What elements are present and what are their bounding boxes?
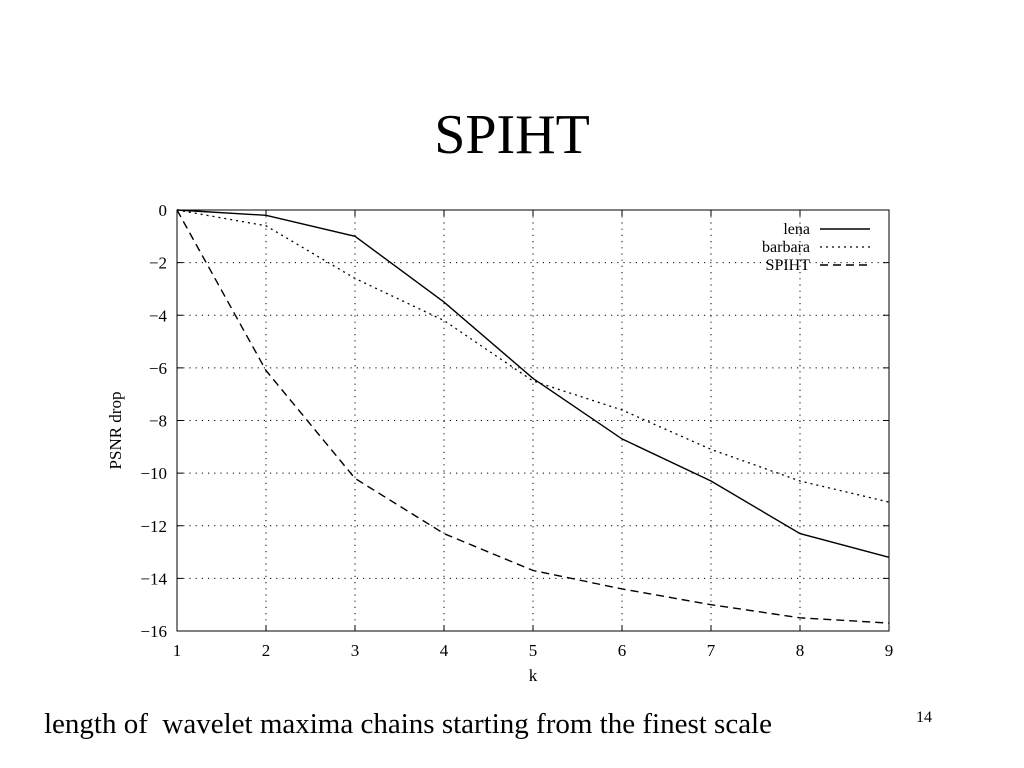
y-axis-ticks: 0 −2 −4 −6 −8 −10 −12 −14 −16 — [140, 201, 889, 641]
legend-label-spiht: SPIHT — [766, 257, 811, 274]
x-tick-label: 3 — [351, 641, 360, 660]
y-tick-label: −12 — [140, 517, 167, 536]
y-tick-label: −6 — [149, 359, 167, 378]
y-tick-label: −14 — [140, 569, 167, 588]
x-tick-label: 4 — [440, 641, 449, 660]
y-tick-label: −8 — [149, 412, 167, 431]
grid-lines — [177, 210, 889, 631]
series-lines — [176, 209, 890, 624]
slide-title: SPIHT — [434, 104, 590, 166]
x-tick-label: 5 — [529, 641, 538, 660]
y-tick-label: −16 — [140, 622, 167, 641]
x-tick-label: 9 — [885, 641, 894, 660]
x-axis-label: k — [529, 666, 538, 685]
x-axis-ticks: 1 2 3 4 5 6 7 8 9 — [173, 210, 894, 660]
y-tick-label: −2 — [149, 254, 167, 273]
y-tick-label: −4 — [149, 306, 168, 325]
x-tick-label: 6 — [618, 641, 627, 660]
y-axis-label: PSNR drop — [106, 392, 125, 470]
legend-label-lena: lena — [783, 221, 810, 238]
slide-caption: length of wavelet maxima chains starting… — [44, 708, 772, 740]
series-line-lena — [176, 209, 890, 558]
legend-label-barbara: barbara — [762, 239, 810, 256]
y-tick-label: −10 — [140, 464, 167, 483]
x-tick-label: 7 — [707, 641, 716, 660]
x-tick-label: 8 — [796, 641, 805, 660]
page-number: 14 — [916, 709, 932, 726]
series-line-spiht — [176, 209, 890, 624]
x-tick-label: 1 — [173, 641, 182, 660]
y-tick-label: 0 — [159, 201, 168, 220]
x-tick-label: 2 — [262, 641, 271, 660]
